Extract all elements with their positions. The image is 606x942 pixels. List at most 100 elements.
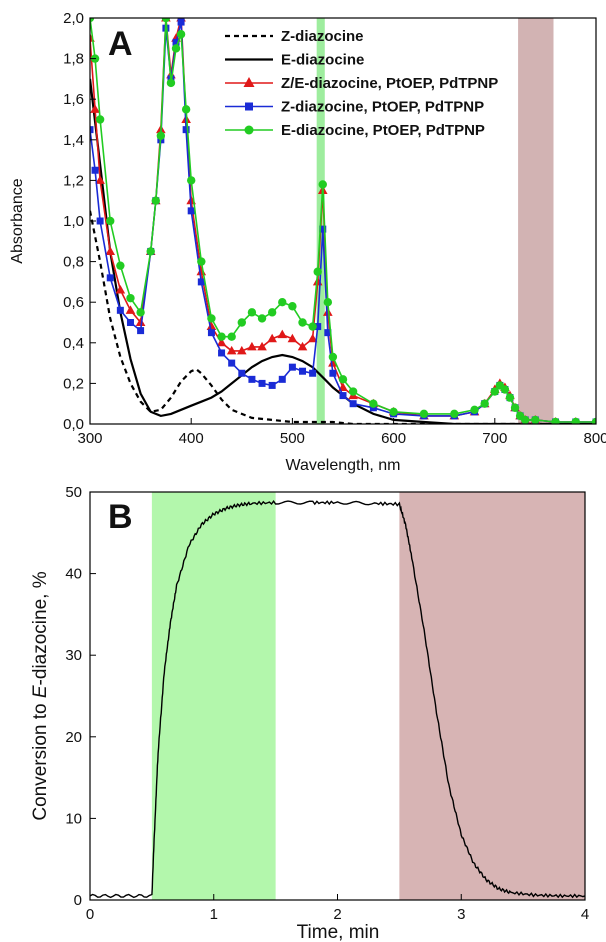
panel-a-series-4-point-40 [490,387,499,396]
panel-b-y-tick-label-2: 20 [65,729,82,746]
panel-a-series-4-point-42 [500,385,510,394]
panel-b-y-tick-label-5: 50 [65,484,82,501]
panel-a-series-4-point-6 [136,308,145,317]
panel-a-series-3-point-1 [91,166,99,174]
panel-a-series-4-point-14 [181,105,191,114]
panel-b-y-axis-label: Conversion to E-diazocine, % [30,571,51,820]
panel-a-series-3-point-20 [238,369,246,377]
panel-a-series-3-point-23 [268,381,276,389]
panel-b-x-axis-label: Time, min [297,922,380,942]
panel-a-series-3-point-3 [106,274,114,282]
panel-a-series-4-point-32 [338,375,348,384]
panel-a-series-3-point-14 [182,126,190,134]
panel-a-series-3-point-27 [309,369,317,377]
panel-a-series-2-point-26 [297,341,308,351]
panel-a-series-4-point-36 [419,409,429,419]
panel-a-series-line-1 [90,78,596,424]
panel-a-x-tick-label-1: 400 [179,430,204,447]
panel-a-y-tick-label-4: 0,8 [63,254,84,271]
panel-a-y-tick-label-9: 1,8 [63,51,84,68]
panel-a-series-3-point-30 [324,329,332,337]
panel-a-series-1 [90,78,596,424]
panel-a-series-3-point-0 [90,126,94,134]
panel-a-series-4-point-27 [308,322,317,331]
panel-a-series-3-point-24 [278,375,286,383]
panel-a-ticks: 300 400 500 600 700 800 0,0 0,2 0,4 0,6 0,8 1,0 1,2 1… [63,10,606,447]
panel-a-series-2-point-23 [267,333,277,343]
panel-a-series-4-point-49 [571,417,580,424]
panel-b-series [89,500,586,899]
panel-a-series-2-point-4 [115,285,126,294]
panel-a-y-tick-label-0: 0,0 [63,416,84,433]
legend-label-0: Z-diazocine [281,28,364,45]
panel-a-series-3-point-15 [187,207,195,215]
panel-a-series-3-point-16 [197,278,205,286]
panel-a-shaded-region-1 [518,18,554,424]
panel-b-x-tick-label-4: 4 [581,906,589,923]
panel-a-series-4-point-9 [156,131,166,140]
panel-a-series-4-point-18 [217,332,226,341]
panel-a-series-4-point-46 [520,415,530,424]
panel-a-y-tick-label-5: 1,0 [63,213,84,230]
panel-b-y-tick-label-0: 0 [74,892,82,909]
panel-b-x-tick-label-0: 0 [86,906,94,923]
panel-a-series-2-point-22 [257,341,267,351]
panel-a-series-2-point-31 [328,358,338,367]
panel-a-series-2-point-27 [307,333,318,343]
panel-a-y-tick-label-10: 2,0 [63,10,84,27]
panel-a-series-4-point-37 [450,409,459,419]
panel-a-series-2-point-24 [277,329,288,339]
panel-a-series-4-point-50 [591,417,596,424]
panel-a-series-4-point-15 [187,176,196,185]
legend-label-4: E-diazocine, PtOEP, PdTPNP [281,122,485,139]
panel-a-series-4-point-38 [470,405,479,414]
panel-a-y-tick-label-3: 0,6 [63,294,84,311]
panel-a-series-2-point-17 [206,321,217,331]
panel-a-series-3-point-4 [116,306,124,314]
panel-a-series-3-point-32 [339,392,347,400]
panel-a-y-tick-label-1: 0,2 [63,375,84,392]
panel-a-series-4-point-47 [531,415,540,424]
panel-a-series-4-point-3 [106,216,115,226]
panel-a-series-4-point-2 [95,115,105,124]
panel-a-series-4-point-44 [510,403,520,412]
panel-a-series-3-point-33 [349,400,357,408]
panel-a-series-2-point-6 [135,317,146,326]
panel-a-series-2-point-18 [216,337,227,347]
panel-a-series-4-point-35 [389,407,398,417]
panel-a-series-3-point-17 [207,329,215,337]
panel-b-letter: B [108,498,133,536]
panel-a-x-axis-label: Wavelength, nm [285,457,400,474]
panel-a-series-3-point-6 [137,327,145,335]
panel-a-series-2-point-1 [90,104,100,113]
panel-a-x-tick-label-2: 500 [280,430,305,447]
panel-a-x-tick-label-3: 600 [381,430,406,447]
panel-a-y-tick-label-6: 1,2 [63,172,84,189]
panel-a-y-tick-label-8: 1,6 [63,91,84,108]
legend-label-1: E-diazocine [281,52,364,69]
panel-b-x-tick-label-2: 2 [333,906,341,923]
panel-a-series-4-point-33 [348,387,358,396]
panel-a-series-2-point-2 [95,175,105,184]
legend-marker-3 [245,102,253,111]
panel-b-x-tick-label-1: 1 [210,906,218,923]
panel-a-series-4-point-17 [207,314,216,323]
panel-a-series-4-point-19 [227,332,236,341]
panel-a-series-3-point-18 [218,349,226,357]
panel-a-series-4-point-12 [171,44,181,53]
panel-a-x-tick-label-0: 300 [77,430,102,447]
panel-a-series-4-point-20 [237,318,246,327]
panel-b-series-line-0 [89,500,586,899]
panel-a-series-line-0 [90,210,596,424]
panel-a-series-4-point-11 [166,78,176,88]
panel-a-series-4-point-10 [161,18,171,23]
panel-b-shaded-regions [151,492,585,900]
panel-a-series-4-point-7 [146,247,155,256]
panel-a-series-3-point-28 [314,323,322,331]
panel-a-series-2-point-3 [105,246,116,255]
panel-b-x-tick-label-3: 3 [457,906,465,923]
panel-a-series-3-point-25 [288,363,296,371]
panel-a-series-3-point-19 [228,359,236,367]
panel-a: 300 400 500 600 700 800 0,0 0,2 0,4 0,6 0,8 1,0 1,2 1… [9,10,606,474]
